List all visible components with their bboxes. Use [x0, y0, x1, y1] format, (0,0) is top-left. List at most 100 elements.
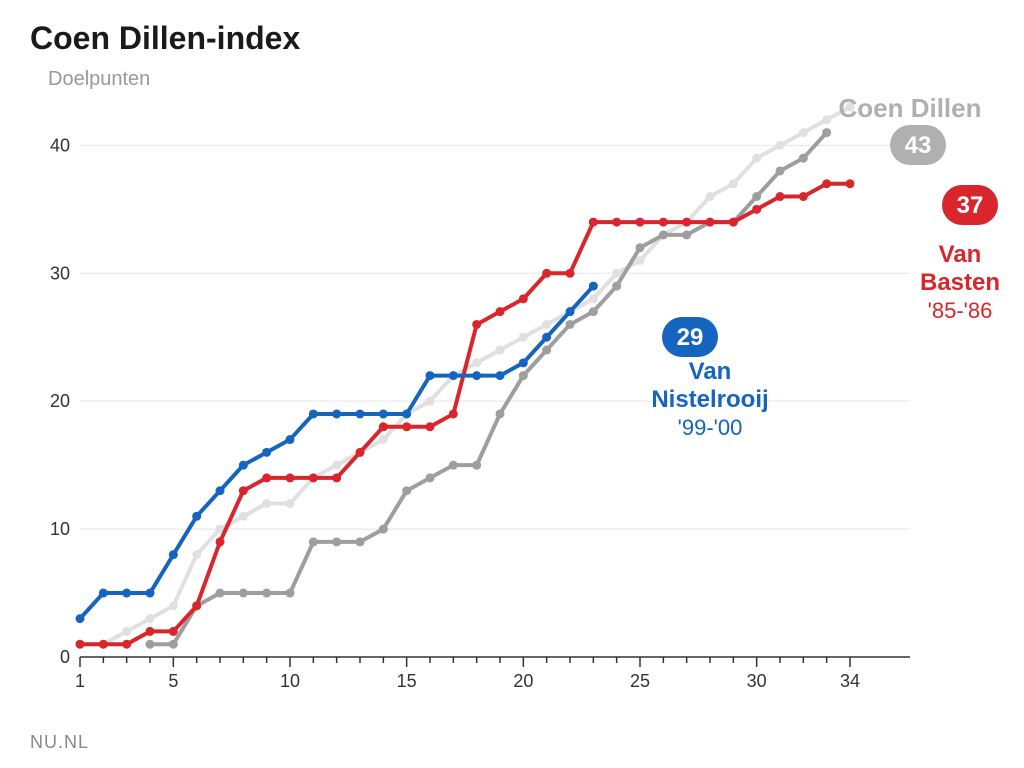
series-marker — [566, 269, 575, 278]
series-marker — [239, 512, 248, 521]
series-name: Van — [689, 358, 732, 385]
series-marker — [589, 282, 598, 291]
series-marker — [356, 537, 365, 546]
series-marker — [332, 461, 341, 470]
series-marker — [356, 409, 365, 418]
series-marker — [846, 179, 855, 188]
series-marker — [122, 640, 131, 649]
series-marker — [426, 422, 435, 431]
series-marker — [402, 422, 411, 431]
series-marker — [612, 282, 621, 291]
series-marker — [519, 371, 528, 380]
yaxis-label: Doelpunten — [48, 68, 150, 91]
series-marker — [169, 601, 178, 610]
series-marker — [169, 640, 178, 649]
x-tick-label: 1 — [75, 671, 85, 691]
series-marker — [169, 627, 178, 636]
series-marker — [472, 358, 481, 367]
series-marker — [542, 269, 551, 278]
series-marker — [286, 435, 295, 444]
series-marker — [729, 179, 738, 188]
series-marker — [332, 537, 341, 546]
series-marker — [706, 192, 715, 201]
series-marker — [612, 218, 621, 227]
series-marker — [146, 614, 155, 623]
series-marker — [519, 294, 528, 303]
series-marker — [262, 473, 271, 482]
series-marker — [262, 499, 271, 508]
series-marker — [752, 192, 761, 201]
series-marker — [216, 537, 225, 546]
series-marker — [379, 422, 388, 431]
series-marker — [659, 230, 668, 239]
series-marker — [192, 512, 201, 521]
series-name: Coen Dillen — [838, 93, 981, 123]
value-pill-text: 43 — [905, 132, 932, 159]
series-marker — [776, 192, 785, 201]
y-tick-label: 40 — [50, 135, 70, 155]
series-marker — [262, 589, 271, 598]
series-marker — [799, 154, 808, 163]
series-marker — [216, 486, 225, 495]
series-marker — [682, 230, 691, 239]
series-marker — [822, 179, 831, 188]
series-marker — [566, 320, 575, 329]
series-marker — [122, 589, 131, 598]
series-marker — [589, 307, 598, 316]
series-marker — [262, 448, 271, 457]
value-pill-text: 29 — [677, 324, 704, 351]
series-marker — [402, 486, 411, 495]
series-marker — [472, 461, 481, 470]
series-marker — [286, 589, 295, 598]
x-tick-label: 5 — [168, 671, 178, 691]
x-tick-label: 20 — [513, 671, 533, 691]
series-line — [80, 286, 593, 619]
series-marker — [636, 256, 645, 265]
series-marker — [519, 333, 528, 342]
series-marker — [239, 461, 248, 470]
series-name: Nistelrooij — [651, 386, 768, 413]
series-marker — [589, 218, 598, 227]
series-marker — [636, 218, 645, 227]
series-subtitle: '85-'86 — [928, 298, 993, 323]
series-marker — [216, 589, 225, 598]
chart-svg: 0102030401510152025303443Coen Dillen37Va… — [30, 67, 1010, 707]
series-marker — [309, 537, 318, 546]
series-marker — [822, 128, 831, 137]
chart-title: Coen Dillen-index — [30, 20, 994, 57]
series-name: Van — [939, 241, 982, 268]
x-tick-label: 15 — [397, 671, 417, 691]
series-marker — [449, 371, 458, 380]
series-marker — [752, 154, 761, 163]
series-marker — [682, 218, 691, 227]
series-marker — [612, 269, 621, 278]
series-marker — [496, 371, 505, 380]
series-marker — [76, 614, 85, 623]
series-marker — [542, 333, 551, 342]
series-marker — [286, 499, 295, 508]
series-marker — [706, 218, 715, 227]
series-marker — [542, 346, 551, 355]
x-tick-label: 10 — [280, 671, 300, 691]
series-marker — [146, 640, 155, 649]
series-marker — [776, 166, 785, 175]
series-marker — [496, 307, 505, 316]
series-marker — [799, 192, 808, 201]
x-tick-label: 30 — [747, 671, 767, 691]
series-marker — [379, 525, 388, 534]
series-marker — [752, 205, 761, 214]
series-marker — [496, 346, 505, 355]
series-marker — [309, 473, 318, 482]
y-tick-label: 10 — [50, 519, 70, 539]
series-marker — [286, 473, 295, 482]
series-marker — [356, 448, 365, 457]
x-tick-label: 25 — [630, 671, 650, 691]
series-marker — [426, 371, 435, 380]
series-name: Basten — [920, 269, 1000, 296]
series-marker — [239, 589, 248, 598]
series-marker — [76, 640, 85, 649]
series-marker — [472, 320, 481, 329]
series-marker — [589, 294, 598, 303]
series-marker — [379, 409, 388, 418]
series-marker — [146, 589, 155, 598]
